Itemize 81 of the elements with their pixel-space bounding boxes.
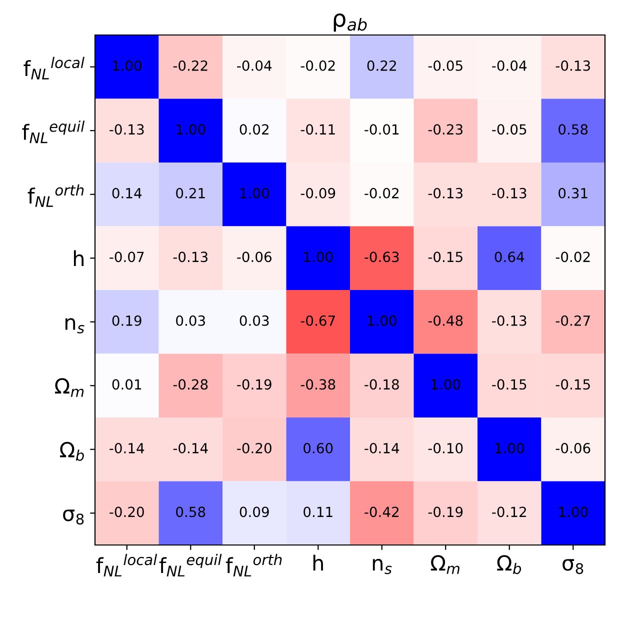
data-label: -0.48: [428, 315, 463, 326]
data-label: 0.01: [112, 379, 142, 390]
data-label: -0.27: [556, 315, 590, 326]
data-label: -0.04: [492, 60, 527, 71]
data-label: -0.07: [110, 252, 144, 262]
data-label: 0.21: [176, 188, 205, 198]
data-label: -0.13: [173, 252, 208, 262]
data-label: -0.15: [556, 379, 590, 390]
data-label: -0.63: [364, 252, 399, 262]
data-label: -0.12: [492, 506, 526, 518]
data-label: -0.02: [364, 188, 398, 198]
data-label: -0.14: [364, 442, 400, 454]
data-label: -0.06: [556, 442, 590, 454]
data-label: -0.20: [110, 506, 144, 518]
data-label: 0.64: [494, 252, 524, 262]
data-label: -0.13: [428, 188, 462, 198]
data-label: 0.31: [558, 188, 588, 198]
data-label: -0.13: [110, 124, 144, 135]
y-tick-label: f$_{NL}$$^{local}$: [24, 56, 84, 80]
data-label: 1.00: [240, 188, 269, 198]
data-label: -0.13: [492, 315, 526, 326]
data-label: -0.23: [428, 124, 462, 135]
data-label: -0.06: [237, 252, 272, 262]
data-label: -0.42: [364, 506, 398, 518]
chart-title: ρ$_{ab}$: [334, 13, 367, 32]
data-label: -0.15: [428, 252, 462, 262]
x-tick-label: σ$_{8}$: [562, 559, 584, 574]
y-tick-label: f$_{NL}$$^{orth}$: [28, 184, 84, 207]
x-tick-label: Ω$_{m}$: [430, 555, 460, 574]
data-label: 1.00: [368, 315, 396, 326]
data-label: -0.18: [364, 379, 399, 390]
data-label: 0.19: [112, 315, 142, 326]
data-label: -0.13: [492, 188, 526, 198]
data-label: 1.00: [304, 252, 333, 262]
y-tick-label: h: [74, 250, 84, 266]
y-tick-label: f$_{NL}$$^{equil}$: [22, 120, 85, 144]
x-tick-label: h: [313, 554, 323, 571]
data-label: -0.02: [300, 60, 335, 71]
data-label: 0.14: [112, 188, 142, 198]
data-label: -0.38: [300, 379, 336, 390]
data-label: 1.00: [559, 506, 588, 518]
data-label: -0.19: [428, 506, 463, 518]
data-label: 0.03: [240, 315, 269, 326]
y-tick-label: Ω$_{b}$: [60, 442, 84, 461]
data-label: -0.67: [300, 315, 335, 326]
data-label: 1.00: [495, 442, 524, 454]
x-tick-label: n$_{s}$: [372, 558, 392, 574]
data-label: -0.11: [300, 124, 335, 135]
data-label: -0.10: [428, 442, 463, 454]
data-label: 1.00: [432, 379, 460, 390]
data-label: -0.13: [556, 60, 590, 71]
x-tick-label: f$_{NL}$$^{orth}$: [226, 554, 282, 576]
data-label: -0.14: [173, 442, 208, 454]
data-label: 1.00: [112, 60, 142, 71]
x-tick-label: Ω$_{b}$: [497, 555, 522, 574]
data-label: -0.01: [364, 124, 399, 135]
data-label: -0.04: [237, 60, 272, 71]
x-tick-label: f$_{NL}$$^{local}$: [96, 554, 158, 576]
y-tick-label: σ$_{8}$: [63, 510, 84, 525]
data-label: -0.14: [110, 442, 144, 454]
data-label: -0.05: [492, 124, 526, 135]
data-label: 0.58: [558, 124, 588, 135]
data-label: -0.15: [492, 379, 526, 390]
data-label: 0.02: [240, 124, 268, 135]
data-label: -0.05: [428, 60, 462, 71]
data-label: -0.22: [173, 60, 208, 71]
data-label: 0.11: [304, 506, 332, 518]
x-tick-label: f$_{NL}$$^{equil}$: [159, 554, 222, 576]
data-label: 0.09: [240, 506, 269, 518]
data-label: 0.03: [176, 315, 205, 326]
y-tick-label: n$_{s}$: [66, 318, 84, 334]
data-label: -0.19: [237, 379, 272, 390]
data-label: 0.60: [304, 442, 333, 454]
data-label: -0.09: [300, 188, 336, 198]
data-label: 0.58: [176, 506, 206, 518]
data-label: -0.28: [173, 379, 208, 390]
data-label: -0.02: [556, 252, 590, 262]
data-label: 1.00: [176, 124, 206, 135]
data-label: -0.20: [237, 442, 272, 454]
data-label: 0.22: [367, 60, 396, 71]
y-tick-label: Ω$_{m}$: [55, 378, 84, 397]
